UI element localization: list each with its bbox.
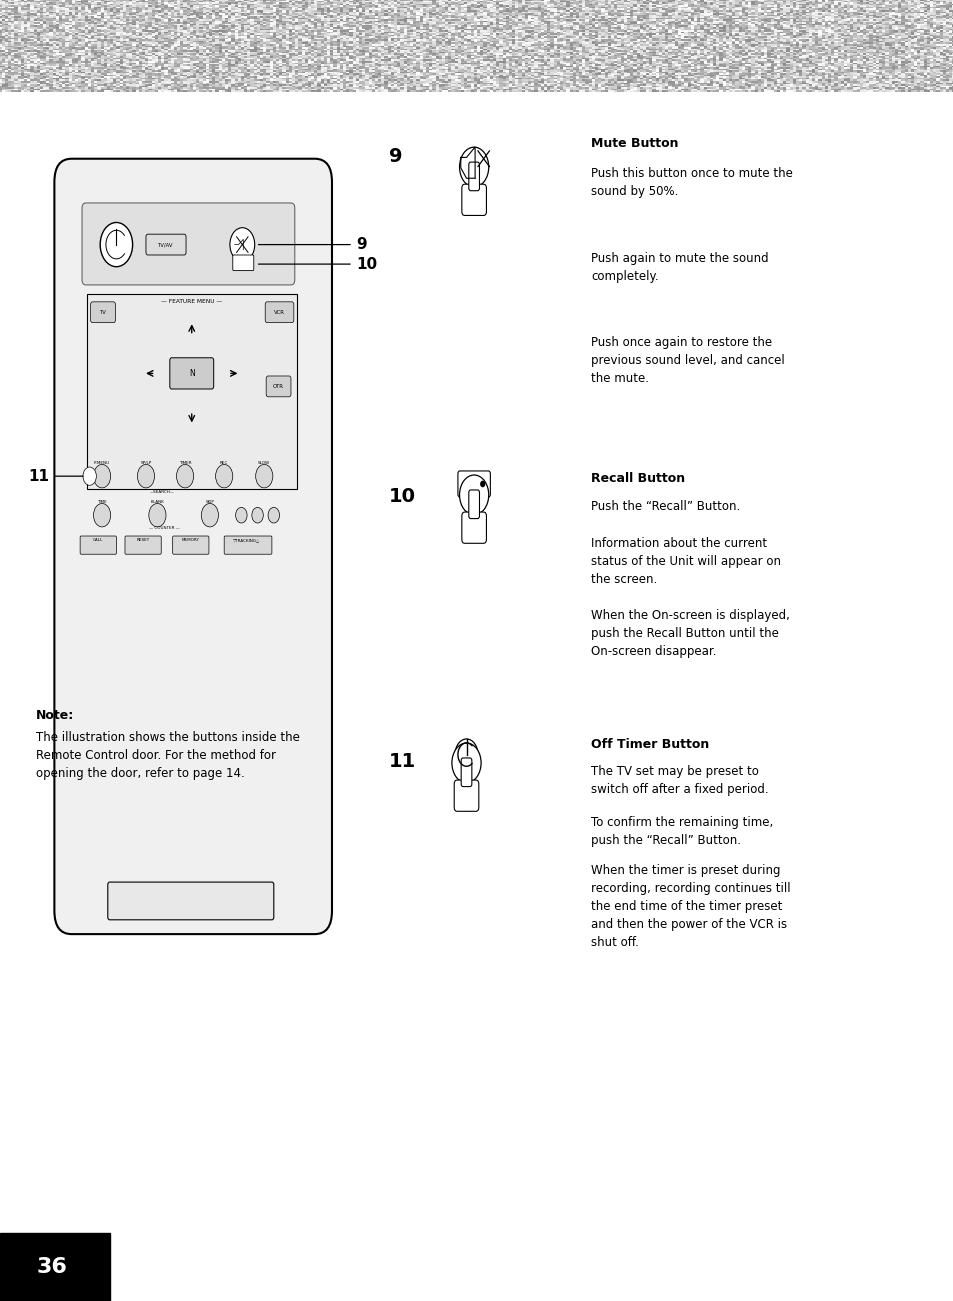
FancyBboxPatch shape: [172, 536, 209, 554]
Text: TV/AV: TV/AV: [158, 242, 173, 247]
FancyBboxPatch shape: [82, 203, 294, 285]
Text: When the On-screen is displayed,
push the Recall Button until the
On-screen disa: When the On-screen is displayed, push th…: [591, 609, 789, 658]
Text: 11: 11: [389, 752, 416, 770]
Text: CALL: CALL: [93, 537, 103, 543]
Circle shape: [201, 503, 218, 527]
Text: OTR: OTR: [273, 384, 284, 389]
FancyBboxPatch shape: [457, 471, 490, 497]
Text: Push the “Recall” Button.: Push the “Recall” Button.: [591, 500, 740, 513]
Circle shape: [459, 147, 488, 187]
Text: 9: 9: [389, 147, 402, 165]
Text: TIMER: TIMER: [178, 461, 192, 466]
Text: — COUNTER —: — COUNTER —: [149, 526, 179, 531]
Text: TIME: TIME: [97, 500, 107, 505]
Bar: [0, 1233, 110, 1301]
Text: Note:: Note:: [36, 709, 74, 722]
Text: ▽TRACKING△: ▽TRACKING△: [233, 537, 259, 543]
Text: Recall Button: Recall Button: [591, 472, 685, 485]
Text: Mute Button: Mute Button: [591, 137, 679, 150]
Text: — FEATURE MENU —: — FEATURE MENU —: [161, 299, 222, 304]
Circle shape: [93, 464, 111, 488]
FancyBboxPatch shape: [454, 781, 478, 812]
Circle shape: [455, 739, 477, 770]
Circle shape: [235, 507, 247, 523]
Text: SP/LP: SP/LP: [140, 461, 152, 466]
Text: REC: REC: [220, 461, 228, 466]
FancyBboxPatch shape: [80, 536, 116, 554]
Text: SKIP: SKIP: [205, 500, 214, 505]
FancyBboxPatch shape: [170, 358, 213, 389]
Text: Push once again to restore the
previous sound level, and cancel
the mute.: Push once again to restore the previous …: [591, 336, 784, 385]
Text: TV: TV: [99, 310, 107, 315]
Circle shape: [215, 464, 233, 488]
Text: MEMORY: MEMORY: [182, 537, 199, 543]
Text: 10: 10: [389, 488, 416, 506]
Circle shape: [83, 467, 96, 485]
Text: Off Timer Button: Off Timer Button: [591, 738, 709, 751]
Circle shape: [459, 475, 488, 515]
Text: Information about the current
status of the Unit will appear on
the screen.: Information about the current status of …: [591, 537, 781, 587]
Circle shape: [93, 503, 111, 527]
Text: P-MENU: P-MENU: [94, 461, 110, 466]
Text: The TV set may be preset to
switch off after a fixed period.: The TV set may be preset to switch off a…: [591, 765, 768, 796]
Text: 10: 10: [355, 256, 376, 272]
FancyBboxPatch shape: [125, 536, 161, 554]
FancyBboxPatch shape: [461, 185, 486, 216]
FancyBboxPatch shape: [54, 159, 332, 934]
Text: The illustration shows the buttons inside the
Remote Control door. For the metho: The illustration shows the buttons insid…: [36, 731, 300, 781]
Text: 36: 36: [36, 1257, 67, 1278]
Text: SLOW: SLOW: [258, 461, 270, 466]
Circle shape: [252, 507, 263, 523]
Circle shape: [480, 481, 484, 487]
Circle shape: [452, 743, 480, 783]
Circle shape: [100, 222, 132, 267]
Text: 9: 9: [355, 237, 366, 252]
FancyBboxPatch shape: [265, 302, 294, 323]
FancyBboxPatch shape: [468, 490, 479, 519]
FancyBboxPatch shape: [461, 513, 486, 544]
Circle shape: [268, 507, 279, 523]
FancyBboxPatch shape: [146, 234, 186, 255]
Text: Push this button once to mute the
sound by 50%.: Push this button once to mute the sound …: [591, 167, 793, 198]
FancyBboxPatch shape: [468, 163, 479, 191]
FancyBboxPatch shape: [266, 376, 291, 397]
FancyBboxPatch shape: [87, 294, 296, 489]
Text: When the timer is preset during
recording, recording continues till
the end time: When the timer is preset during recordin…: [591, 864, 790, 948]
Text: RESET: RESET: [136, 537, 150, 543]
Text: BLANK: BLANK: [151, 500, 164, 505]
Text: VCR: VCR: [274, 310, 285, 315]
FancyBboxPatch shape: [224, 536, 272, 554]
Text: —SEARCH—: —SEARCH—: [150, 489, 174, 494]
Circle shape: [255, 464, 273, 488]
FancyBboxPatch shape: [460, 758, 472, 787]
Circle shape: [149, 503, 166, 527]
Circle shape: [176, 464, 193, 488]
Circle shape: [137, 464, 154, 488]
Circle shape: [230, 228, 254, 262]
Text: 11: 11: [29, 468, 50, 484]
Text: To confirm the remaining time,
push the “Recall” Button.: To confirm the remaining time, push the …: [591, 816, 773, 847]
FancyBboxPatch shape: [233, 255, 253, 271]
Text: Push again to mute the sound
completely.: Push again to mute the sound completely.: [591, 252, 768, 284]
FancyBboxPatch shape: [91, 302, 115, 323]
Text: N: N: [189, 369, 194, 377]
FancyBboxPatch shape: [108, 882, 274, 920]
